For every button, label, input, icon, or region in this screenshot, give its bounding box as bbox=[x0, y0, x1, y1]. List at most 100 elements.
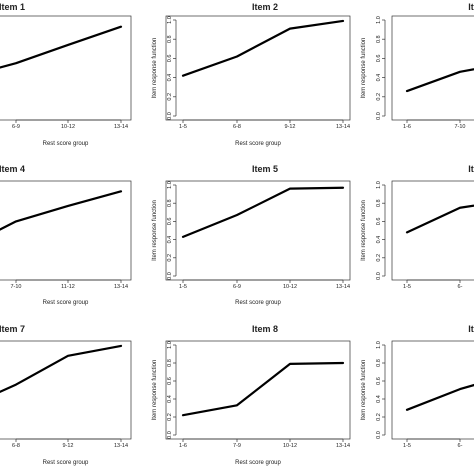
panel-4-x-tick-label: 11-12 bbox=[61, 284, 75, 290]
panel-6-y-tick-label: 0.6 bbox=[376, 218, 382, 226]
panel-2-y-axis-label: Item response function bbox=[152, 38, 158, 99]
panel-8-title: Item 8 bbox=[252, 324, 278, 334]
panel-7-series-line bbox=[0, 344, 123, 394]
panel-4-series-line bbox=[0, 190, 123, 231]
panel-8-x-tick-label: 10-12 bbox=[283, 443, 297, 449]
panel-6-title: It bbox=[468, 164, 474, 174]
panel-5-y-tick-label: 0.6 bbox=[167, 218, 173, 226]
panel-2-y-tick-label: 0.4 bbox=[167, 74, 173, 82]
panel-6-y-tick-label: 0.4 bbox=[376, 236, 382, 244]
panel-9-y-axis-label: Item response function bbox=[361, 360, 367, 421]
panel-8-y-tick-label: 0.0 bbox=[167, 431, 173, 439]
panel-7-plot-frame bbox=[0, 340, 132, 440]
panel-3-y-tick-label: 0.0 bbox=[376, 112, 382, 120]
panel-9-plot-frame bbox=[391, 340, 474, 440]
panel-1-x-tick-label: 13-14 bbox=[114, 124, 128, 130]
panel-1-plot-frame bbox=[0, 15, 132, 121]
panel-9-x-tick-label: 1-5 bbox=[403, 443, 411, 449]
panel-2-x-tick-label: 13-14 bbox=[336, 124, 350, 130]
panel-2-x-tick-label: 9-12 bbox=[284, 124, 295, 130]
panel-2-plot-frame bbox=[165, 15, 351, 121]
panel-6-y-tick-label: 0.2 bbox=[376, 254, 382, 262]
panel-2-title: Item 2 bbox=[252, 2, 278, 12]
panel-5-y-tick-label: 1.0 bbox=[167, 181, 173, 189]
panel-7-x-tick-label: 13-14 bbox=[114, 443, 128, 449]
panel-9-y-tick-label: 0.2 bbox=[376, 413, 382, 421]
panel-4-title: Item 4 bbox=[0, 164, 25, 174]
panel-1-x-tick-label: 6-9 bbox=[12, 124, 20, 130]
panel-5-x-tick-label: 13-14 bbox=[336, 284, 350, 290]
panel-6-y-tick-label: 0.8 bbox=[376, 199, 382, 207]
panel-6-x-tick-label: 1-5 bbox=[403, 284, 411, 290]
panel-2-x-tick-label: 6-8 bbox=[233, 124, 241, 130]
panel-5-y-tick-label: 0.4 bbox=[167, 236, 173, 244]
panel-6-y-tick-label: 1.0 bbox=[376, 181, 382, 189]
panel-6-y-tick-label: 0.0 bbox=[376, 272, 382, 280]
panel-8-x-tick-label: 13-14 bbox=[336, 443, 350, 449]
panel-7-x-tick-label: 6-8 bbox=[12, 443, 20, 449]
panel-3-y-tick-label: 0.6 bbox=[376, 55, 382, 63]
panel-9-y-tick-label: 0.4 bbox=[376, 395, 382, 403]
panel-8-y-tick-label: 0.2 bbox=[167, 413, 173, 421]
panel-8-x-tick-label: 1-6 bbox=[179, 443, 187, 449]
panel-9-x-tick-label: 6- bbox=[458, 443, 463, 449]
panel-3-series-line bbox=[405, 68, 474, 93]
panel-3-y-tick-label: 1.0 bbox=[376, 16, 382, 24]
panel-3-x-tick-label: 7-10 bbox=[454, 124, 465, 130]
panel-7-x-axis-label: Rest score group bbox=[43, 460, 89, 466]
panel-2-series-line bbox=[181, 19, 345, 77]
panel-6-plot-frame bbox=[391, 180, 474, 281]
panel-9-y-tick-label: 0.0 bbox=[376, 431, 382, 439]
panel-1-series-line bbox=[0, 25, 123, 69]
panel-5-x-tick-label: 10-12 bbox=[283, 284, 297, 290]
panel-8-x-axis-label: Rest score group bbox=[235, 460, 281, 466]
panel-5-x-axis-label: Rest score group bbox=[235, 300, 281, 306]
panel-8-y-axis-label: Item response function bbox=[152, 360, 158, 421]
panel-3-title: It bbox=[468, 2, 474, 12]
panel-2-x-axis-label: Rest score group bbox=[235, 141, 281, 147]
panel-8-y-tick-label: 0.6 bbox=[167, 377, 173, 385]
panel-2-y-tick-label: 0.8 bbox=[167, 35, 173, 43]
panel-5-y-axis-label: Item response function bbox=[152, 200, 158, 261]
panel-9-series-line bbox=[405, 383, 474, 411]
panel-9-y-tick-label: 0.8 bbox=[376, 359, 382, 367]
panel-6-x-tick-label: 6- bbox=[458, 284, 463, 290]
panel-5-title: Item 5 bbox=[252, 164, 278, 174]
panel-1-title: Item 1 bbox=[0, 2, 25, 12]
panel-9-y-tick-label: 0.6 bbox=[376, 377, 382, 385]
panel-2-y-tick-label: 0.0 bbox=[167, 112, 173, 120]
panel-9-y-tick-label: 1.0 bbox=[376, 341, 382, 349]
panel-3-x-tick-label: 1-6 bbox=[403, 124, 411, 130]
panel-6-y-axis-label: Item response function bbox=[361, 200, 367, 261]
panel-8-y-tick-label: 0.8 bbox=[167, 359, 173, 367]
panel-9-title: It bbox=[468, 324, 474, 334]
panel-7-title: Item 7 bbox=[0, 324, 25, 334]
panel-5-plot-frame bbox=[165, 180, 351, 281]
panel-3-y-axis-label: Item response function bbox=[361, 38, 367, 99]
panel-8-series-line bbox=[181, 361, 345, 417]
panel-8-y-tick-label: 1.0 bbox=[167, 341, 173, 349]
panel-5-x-tick-label: 6-9 bbox=[233, 284, 241, 290]
panel-3-y-tick-label: 0.4 bbox=[376, 74, 382, 82]
panel-3-y-tick-label: 0.2 bbox=[376, 93, 382, 101]
panel-5-y-tick-label: 0.8 bbox=[167, 199, 173, 207]
panel-2-x-tick-label: 1-5 bbox=[179, 124, 187, 130]
panel-5-y-tick-label: 0.2 bbox=[167, 254, 173, 262]
panel-3-plot-frame bbox=[391, 15, 474, 121]
panel-7-x-tick-label: 9-12 bbox=[62, 443, 73, 449]
panel-5-series-line bbox=[181, 186, 345, 238]
panel-2-y-tick-label: 0.2 bbox=[167, 93, 173, 101]
panel-5-x-tick-label: 1-5 bbox=[179, 284, 187, 290]
panel-4-plot-frame bbox=[0, 180, 132, 281]
panel-5-y-tick-label: 0.0 bbox=[167, 272, 173, 280]
panel-4-x-axis-label: Rest score group bbox=[43, 300, 89, 306]
panel-4-x-tick-label: 13-14 bbox=[114, 284, 128, 290]
panel-8-y-tick-label: 0.4 bbox=[167, 395, 173, 403]
panel-8-x-tick-label: 7-9 bbox=[233, 443, 241, 449]
panel-1-x-axis-label: Rest score group bbox=[43, 141, 89, 147]
panel-6-series-line bbox=[405, 204, 474, 234]
panel-3-y-tick-label: 0.8 bbox=[376, 35, 382, 43]
panel-2-y-tick-label: 1.0 bbox=[167, 16, 173, 24]
panel-1-x-tick-label: 10-12 bbox=[61, 124, 75, 130]
